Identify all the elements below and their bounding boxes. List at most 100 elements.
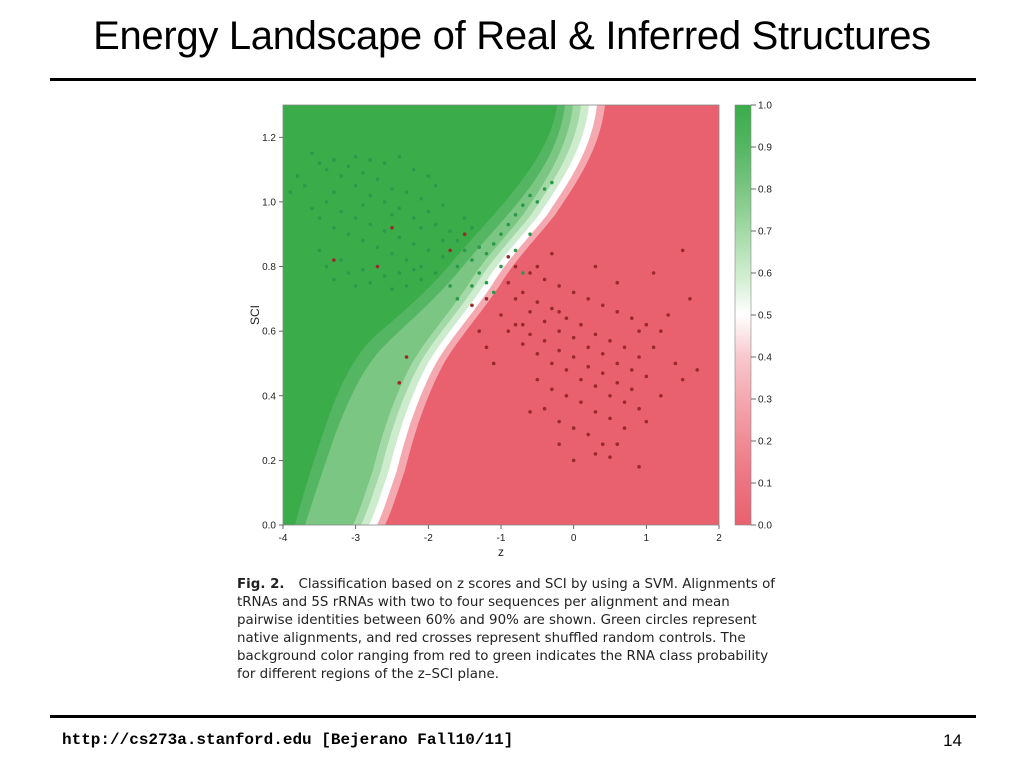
native-point <box>397 235 402 240</box>
native-point <box>390 287 394 291</box>
native-point <box>521 271 525 275</box>
x-axis-label: z <box>498 545 504 559</box>
native-point <box>528 193 532 198</box>
shuffled-point <box>513 322 518 327</box>
native-point <box>317 248 322 253</box>
native-point <box>346 164 351 169</box>
shuffled-point <box>542 319 547 324</box>
shuffled-point <box>557 442 561 447</box>
colorbar-tick-label: 0.6 <box>758 269 772 280</box>
native-point <box>484 280 489 285</box>
y-tick-label: 0.6 <box>262 327 276 338</box>
shuffled-point <box>695 368 699 372</box>
native-point <box>535 200 540 204</box>
shuffled-point <box>579 400 583 405</box>
native-point <box>484 251 489 256</box>
shuffled-point <box>600 351 605 356</box>
shuffled-point <box>644 374 649 379</box>
native-point <box>426 209 431 214</box>
shuffled-point <box>462 232 467 237</box>
shuffled-point <box>521 322 525 327</box>
shuffled-point <box>615 442 620 447</box>
native-point <box>361 267 365 272</box>
page-number: 14 <box>943 731 962 750</box>
shuffled-point <box>557 348 561 353</box>
shuffled-point <box>477 329 481 333</box>
colorbar-tick-label: 0.3 <box>758 395 772 406</box>
native-point <box>339 209 343 214</box>
shuffled-point <box>535 300 540 304</box>
shuffled-point <box>608 339 612 343</box>
shuffled-point <box>644 419 649 424</box>
native-point <box>433 271 438 275</box>
shuffled-point <box>542 277 547 282</box>
native-point <box>375 245 380 249</box>
shuffled-point <box>659 329 663 333</box>
native-point <box>412 267 416 272</box>
shuffled-point <box>622 345 627 350</box>
shuffled-point <box>600 371 605 375</box>
shuffled-point <box>404 355 409 359</box>
shuffled-point <box>564 393 569 398</box>
shuffled-point <box>557 419 561 424</box>
shuffled-point <box>535 264 540 269</box>
native-point <box>346 271 351 275</box>
native-point <box>412 216 416 220</box>
shuffled-point <box>586 345 590 350</box>
native-point <box>412 167 416 172</box>
native-point <box>441 238 445 243</box>
colorbar-tick-label: 0.9 <box>758 143 772 154</box>
shuffled-point <box>600 303 605 308</box>
shuffled-point <box>484 297 489 301</box>
native-point <box>368 222 372 227</box>
scatter-points <box>288 151 699 469</box>
native-point <box>397 206 402 211</box>
native-point <box>499 264 503 269</box>
shuffled-point <box>586 364 590 369</box>
shuffled-point <box>571 355 576 359</box>
x-tick-label: -1 <box>497 533 506 544</box>
native-point <box>412 242 416 246</box>
x-tick-label: 0 <box>571 533 577 544</box>
shuffled-point <box>470 303 474 308</box>
native-point <box>368 280 372 285</box>
native-point <box>521 203 525 207</box>
shuffled-point <box>593 410 598 414</box>
colorbar-tick-label: 0.1 <box>758 479 772 490</box>
footer-text: http://cs273a.stanford.edu [Bejerano Fal… <box>62 731 514 749</box>
native-point <box>382 200 387 204</box>
shuffled-point <box>593 384 598 388</box>
shuffled-point <box>499 313 503 317</box>
shuffled-point <box>513 297 518 301</box>
shuffled-point <box>542 339 547 343</box>
native-point <box>390 213 394 217</box>
shuffled-point <box>557 329 561 333</box>
x-tick-label: -2 <box>424 533 433 544</box>
native-point <box>419 264 423 269</box>
native-point <box>332 158 336 162</box>
native-point <box>419 277 423 282</box>
native-point <box>324 167 329 172</box>
shuffled-point <box>535 351 540 356</box>
native-point <box>506 222 511 227</box>
shuffled-point <box>615 381 620 385</box>
shuffled-point <box>659 393 663 398</box>
native-point <box>324 264 329 269</box>
colorbar-tick-label: 1.0 <box>758 101 772 112</box>
y-tick-label: 1.2 <box>262 133 276 144</box>
native-point <box>477 271 481 275</box>
caption-text: Classification based on z scores and SCI… <box>237 577 776 682</box>
native-point <box>404 284 409 288</box>
shuffled-point <box>571 458 576 463</box>
shuffled-point <box>484 345 489 350</box>
shuffled-point <box>506 255 511 259</box>
native-point <box>288 190 293 195</box>
shuffled-point <box>615 361 620 366</box>
native-point <box>441 203 445 207</box>
shuffled-point <box>651 271 656 275</box>
caption-label: Fig. 2. <box>237 577 285 592</box>
shuffled-point <box>680 248 685 253</box>
shuffled-point <box>521 342 525 346</box>
x-tick-label: 1 <box>644 533 650 544</box>
native-point <box>477 245 481 249</box>
